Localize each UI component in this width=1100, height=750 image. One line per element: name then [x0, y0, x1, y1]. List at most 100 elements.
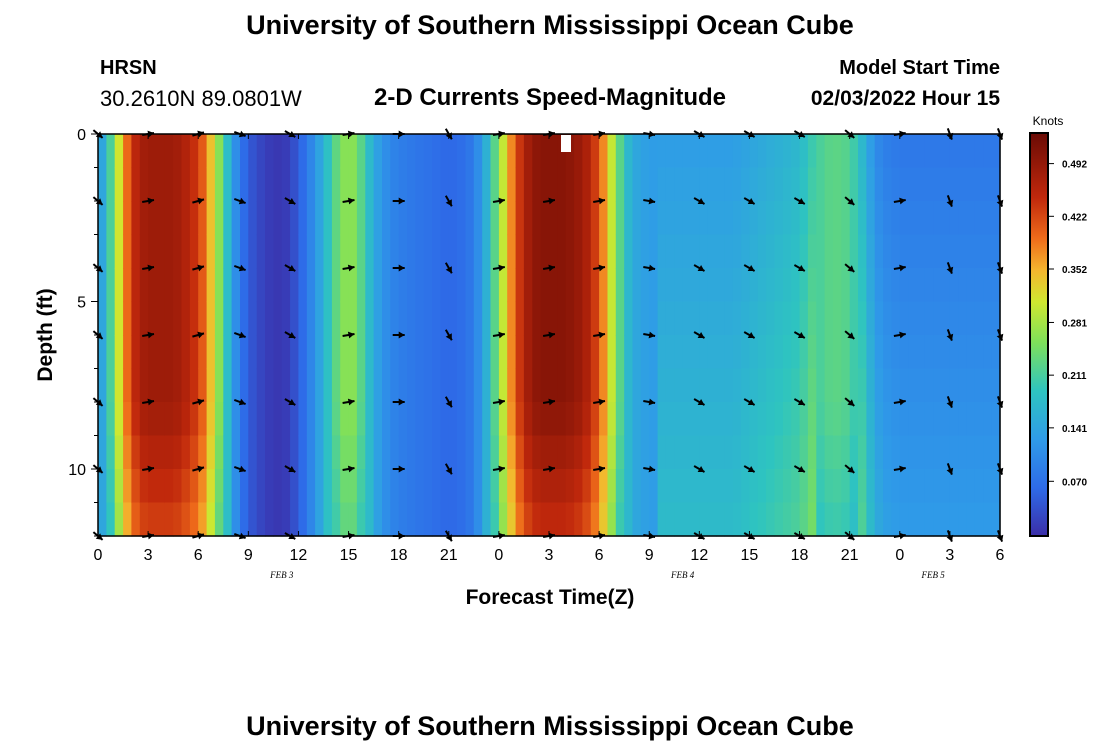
- heatmap-cell: [674, 335, 684, 370]
- heatmap-cell: [699, 368, 709, 403]
- current-arrow: [142, 331, 155, 339]
- heatmap-cell: [448, 502, 458, 537]
- heatmap-cell: [189, 201, 199, 236]
- heatmap-cell: [615, 167, 625, 202]
- heatmap-cell: [189, 268, 199, 303]
- heatmap-cell: [824, 134, 834, 169]
- heatmap-cell: [599, 402, 609, 437]
- heatmap-cell: [691, 368, 700, 403]
- heatmap-cell: [757, 368, 767, 403]
- heatmap-cell: [156, 268, 166, 303]
- heatmap-cell: [356, 469, 366, 504]
- current-arrow: [492, 465, 505, 473]
- current-arrow: [392, 197, 405, 205]
- heatmap-cell: [958, 234, 968, 269]
- heatmap-cell: [874, 134, 884, 169]
- chart-title: University of Southern Mississippi Ocean…: [246, 10, 854, 40]
- heatmap-cell: [924, 134, 934, 169]
- heatmap-cell: [298, 234, 308, 269]
- heatmap-cell: [181, 234, 191, 269]
- heatmap-cell: [774, 268, 784, 303]
- heatmap-cell: [131, 301, 141, 336]
- heatmap-cell: [607, 502, 617, 537]
- x-tick-label: 6: [595, 547, 604, 564]
- heatmap-cell: [732, 368, 742, 403]
- heatmap-cell: [974, 435, 984, 470]
- heatmap-cell: [148, 335, 158, 370]
- heatmap-cell: [273, 502, 283, 537]
- heatmap-cell: [716, 268, 725, 303]
- heatmap-cell: [565, 469, 575, 504]
- heatmap-cell: [123, 368, 133, 403]
- heatmap-cell: [281, 469, 291, 504]
- heatmap-cell: [807, 167, 817, 202]
- heatmap-cell: [106, 435, 116, 470]
- heatmap-cell: [991, 368, 1001, 403]
- heatmap-cell: [841, 502, 851, 537]
- heatmap-cell: [123, 234, 133, 269]
- heatmap-cell: [874, 469, 884, 504]
- heatmap-cell: [139, 301, 149, 336]
- heatmap-cell: [749, 201, 759, 236]
- heatmap-cell: [173, 402, 183, 437]
- heatmap-cell: [540, 469, 550, 504]
- heatmap-cell: [214, 134, 224, 169]
- heatmap-cell: [515, 402, 525, 437]
- heatmap-cell: [490, 502, 500, 537]
- heatmap-cell: [240, 234, 249, 269]
- heatmap-cell: [98, 502, 107, 537]
- heatmap-cell: [974, 201, 984, 236]
- heatmap-cell: [348, 134, 358, 169]
- heatmap-cell: [640, 435, 650, 470]
- heatmap-cell: [290, 335, 300, 370]
- heatmap-cell: [373, 268, 383, 303]
- heatmap-cell: [457, 234, 467, 269]
- heatmap-cell: [181, 134, 191, 169]
- heatmap-cell: [557, 435, 567, 470]
- colorbar-tick-label: 0.281: [1062, 318, 1087, 329]
- heatmap-cell: [265, 268, 274, 303]
- heatmap-cell: [899, 502, 909, 537]
- heatmap-cell: [766, 268, 776, 303]
- heatmap-cell: [273, 134, 283, 169]
- heatmap-cell: [599, 368, 609, 403]
- heatmap-cell: [657, 134, 667, 169]
- heatmap-cell: [482, 234, 492, 269]
- current-arrow: [142, 197, 155, 205]
- heatmap-cell: [841, 167, 851, 202]
- heatmap-cell: [933, 335, 943, 370]
- heatmap-cell: [716, 301, 725, 336]
- heatmap-cell: [632, 134, 642, 169]
- heatmap-cell: [741, 368, 751, 403]
- heatmap-cell: [156, 402, 166, 437]
- heatmap-cell: [582, 268, 592, 303]
- heatmap-cell: [640, 368, 650, 403]
- heatmap-cell: [699, 268, 709, 303]
- heatmap-cell: [407, 301, 416, 336]
- heatmap-cell: [265, 368, 274, 403]
- heatmap-cell: [390, 167, 400, 202]
- heatmap-cell: [206, 134, 216, 169]
- heatmap-cell: [791, 301, 801, 336]
- heatmap-cell: [148, 368, 158, 403]
- heatmap-cell: [131, 234, 141, 269]
- heatmap-cell: [665, 268, 675, 303]
- current-arrow: [844, 397, 855, 407]
- heatmap-cell: [607, 435, 617, 470]
- heatmap-cell: [482, 134, 492, 169]
- heatmap-cell: [148, 301, 158, 336]
- heatmap-cell: [924, 402, 934, 437]
- heatmap-cell: [665, 335, 675, 370]
- heatmap-cell: [365, 435, 375, 470]
- heatmap-cell: [298, 435, 308, 470]
- heatmap-cell: [649, 402, 659, 437]
- heatmap-cell: [382, 268, 391, 303]
- heatmap-cell: [482, 268, 492, 303]
- heatmap-cell: [766, 435, 776, 470]
- heatmap-cell: [532, 402, 542, 437]
- heatmap-cell: [741, 335, 751, 370]
- heatmap-cell: [590, 134, 600, 169]
- heatmap-cell: [523, 469, 533, 504]
- heatmap-cell: [482, 435, 492, 470]
- heatmap-cell: [323, 469, 333, 504]
